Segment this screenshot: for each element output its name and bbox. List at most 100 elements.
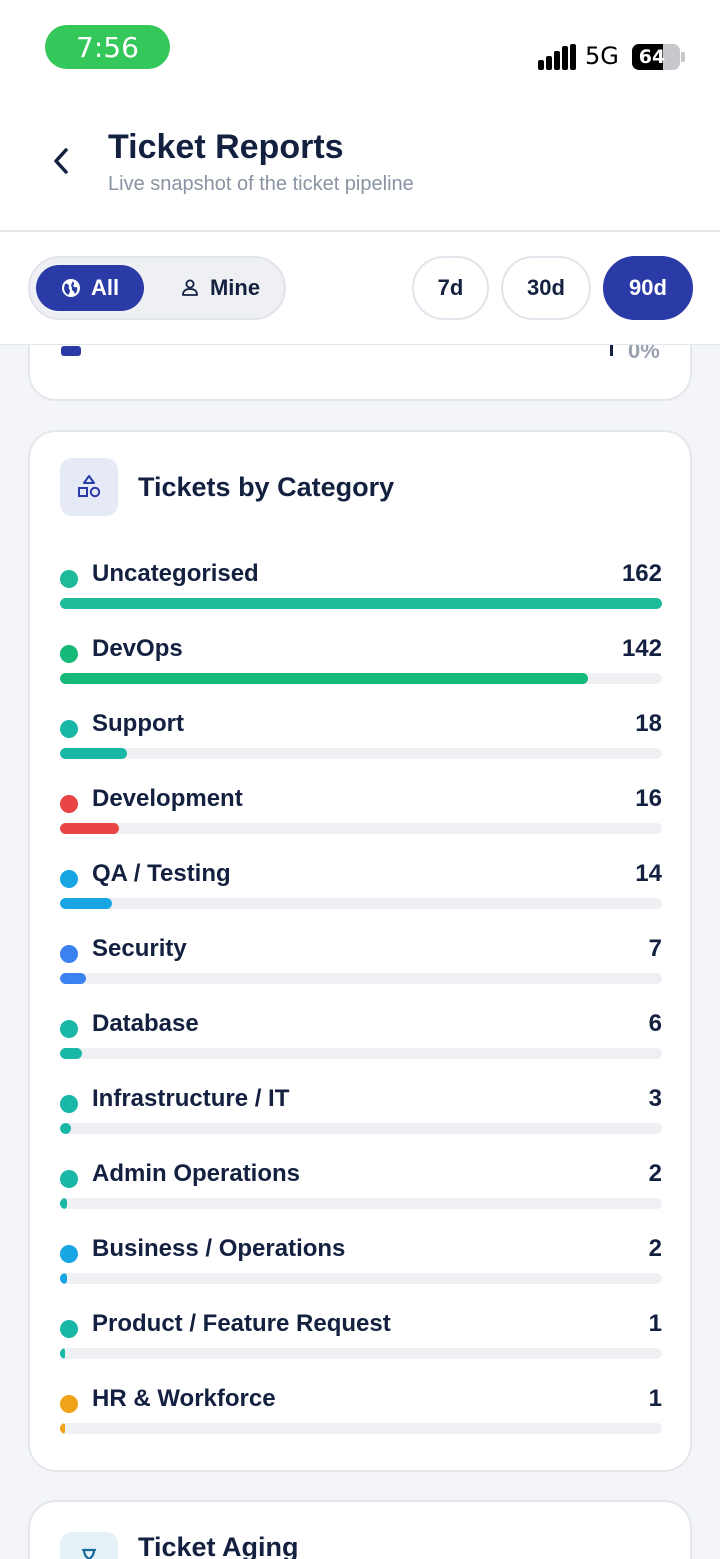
category-count: 14 [635, 860, 662, 887]
battery-icon: 64 [632, 44, 680, 70]
category-row[interactable]: Infrastructure / IT 3 [60, 1085, 662, 1149]
top-bar: 7:56 5G 64 Ticket Reports Live snapshot … [0, 0, 720, 345]
category-count: 1 [648, 1385, 662, 1412]
category-bar-track [60, 1348, 662, 1359]
page-subtitle: Live snapshot of the ticket pipeline [108, 173, 414, 195]
category-dot [60, 570, 78, 588]
category-bar-track [60, 673, 662, 684]
scope-all-label: All [90, 275, 120, 300]
category-bar-track [60, 823, 662, 834]
category-bar-track [60, 1123, 662, 1134]
hourglass-icon [60, 1532, 118, 1559]
tickets-by-category-card: Tickets by Category Uncategorised 162 DevO… [28, 430, 692, 1472]
category-label: Infrastructure / IT [92, 1085, 290, 1112]
network-type: 5G [585, 42, 619, 70]
category-count: 2 [648, 1235, 662, 1262]
category-count: 6 [648, 1010, 662, 1037]
shapes-icon [60, 458, 118, 516]
range-90d-button[interactable]: 90d [603, 256, 693, 320]
category-bar-track [60, 598, 662, 609]
signal-icon [538, 44, 576, 70]
category-dot [60, 1170, 78, 1188]
category-row[interactable]: Uncategorised 162 [60, 560, 662, 624]
category-row[interactable]: Security 7 [60, 935, 662, 999]
range-30d-button[interactable]: 30d [501, 256, 591, 320]
category-count: 3 [648, 1085, 662, 1112]
category-row[interactable]: DevOps 142 [60, 635, 662, 699]
category-bar [60, 973, 86, 984]
value-tick [610, 342, 613, 356]
category-label: DevOps [92, 635, 183, 662]
battery-tip [681, 52, 685, 62]
ticket-aging-card: Ticket Aging [28, 1500, 692, 1559]
scope-all-button[interactable]: All [36, 265, 144, 311]
battery-level: 64 [638, 46, 666, 68]
category-dot [60, 795, 78, 813]
filter-bar: All Mine 7d 30d 90d [0, 233, 720, 345]
category-bar [60, 748, 127, 759]
person-icon [182, 279, 198, 296]
category-bar [60, 1048, 82, 1059]
category-label: Product / Feature Request [92, 1310, 391, 1337]
category-dot [60, 645, 78, 663]
category-dot [60, 1095, 78, 1113]
category-bar [60, 1198, 67, 1209]
category-count: 162 [621, 560, 662, 587]
category-count: 7 [648, 935, 662, 962]
category-dot [60, 1020, 78, 1038]
category-label: Support [92, 710, 184, 737]
category-bar [60, 898, 112, 909]
category-label: Admin Operations [92, 1160, 301, 1187]
status-bar: 7:56 5G 64 [0, 0, 720, 90]
category-row[interactable]: Business / Operations 2 [60, 1235, 662, 1299]
range-7d-button[interactable]: 7d [412, 256, 489, 320]
category-bar-track [60, 1423, 662, 1434]
card-title: Tickets by Category [138, 472, 395, 502]
category-bar [60, 1123, 71, 1134]
status-time: 7:56 [45, 25, 170, 69]
category-bar-track [60, 748, 662, 759]
category-bar-track [60, 898, 662, 909]
legend-marker [61, 346, 81, 356]
category-dot [60, 1395, 78, 1413]
category-label: HR & Workforce [92, 1385, 276, 1412]
scope-mine-label: Mine [209, 275, 261, 300]
category-count: 16 [635, 785, 662, 812]
page-title: Ticket Reports [108, 128, 344, 166]
category-label: Uncategorised [92, 560, 259, 587]
category-row[interactable]: Product / Feature Request 1 [60, 1310, 662, 1374]
category-count: 142 [621, 635, 662, 662]
category-bar [60, 1273, 67, 1284]
category-dot [60, 1320, 78, 1338]
category-row[interactable]: Database 6 [60, 1010, 662, 1074]
category-dot [60, 720, 78, 738]
category-bar [60, 673, 588, 684]
category-dot [60, 870, 78, 888]
category-bar-track [60, 1048, 662, 1059]
category-row[interactable]: Admin Operations 2 [60, 1160, 662, 1224]
category-bar-track [60, 1198, 662, 1209]
category-label: Business / Operations [92, 1235, 346, 1262]
page-header: Ticket Reports Live snapshot of the tick… [0, 90, 720, 232]
category-count: 1 [648, 1310, 662, 1337]
back-button[interactable] [44, 144, 78, 178]
category-label: Development [92, 785, 243, 812]
scope-mine-button[interactable]: Mine [160, 265, 280, 311]
category-dot [60, 945, 78, 963]
card-title: Ticket Aging [138, 1532, 299, 1559]
category-row[interactable]: HR & Workforce 1 [60, 1385, 662, 1449]
scope-toggle: All Mine [28, 256, 286, 320]
category-bar-track [60, 973, 662, 984]
category-dot [60, 1245, 78, 1263]
category-label: Security [92, 935, 187, 962]
category-row[interactable]: QA / Testing 14 [60, 860, 662, 924]
category-label: Database [92, 1010, 199, 1037]
category-row[interactable]: Development 16 [60, 785, 662, 849]
category-bar [60, 1348, 65, 1359]
category-count: 18 [635, 710, 662, 737]
category-bar [60, 823, 119, 834]
category-bar [60, 598, 662, 609]
category-bar-track [60, 1273, 662, 1284]
category-row[interactable]: Support 18 [60, 710, 662, 774]
category-count: 2 [648, 1160, 662, 1187]
